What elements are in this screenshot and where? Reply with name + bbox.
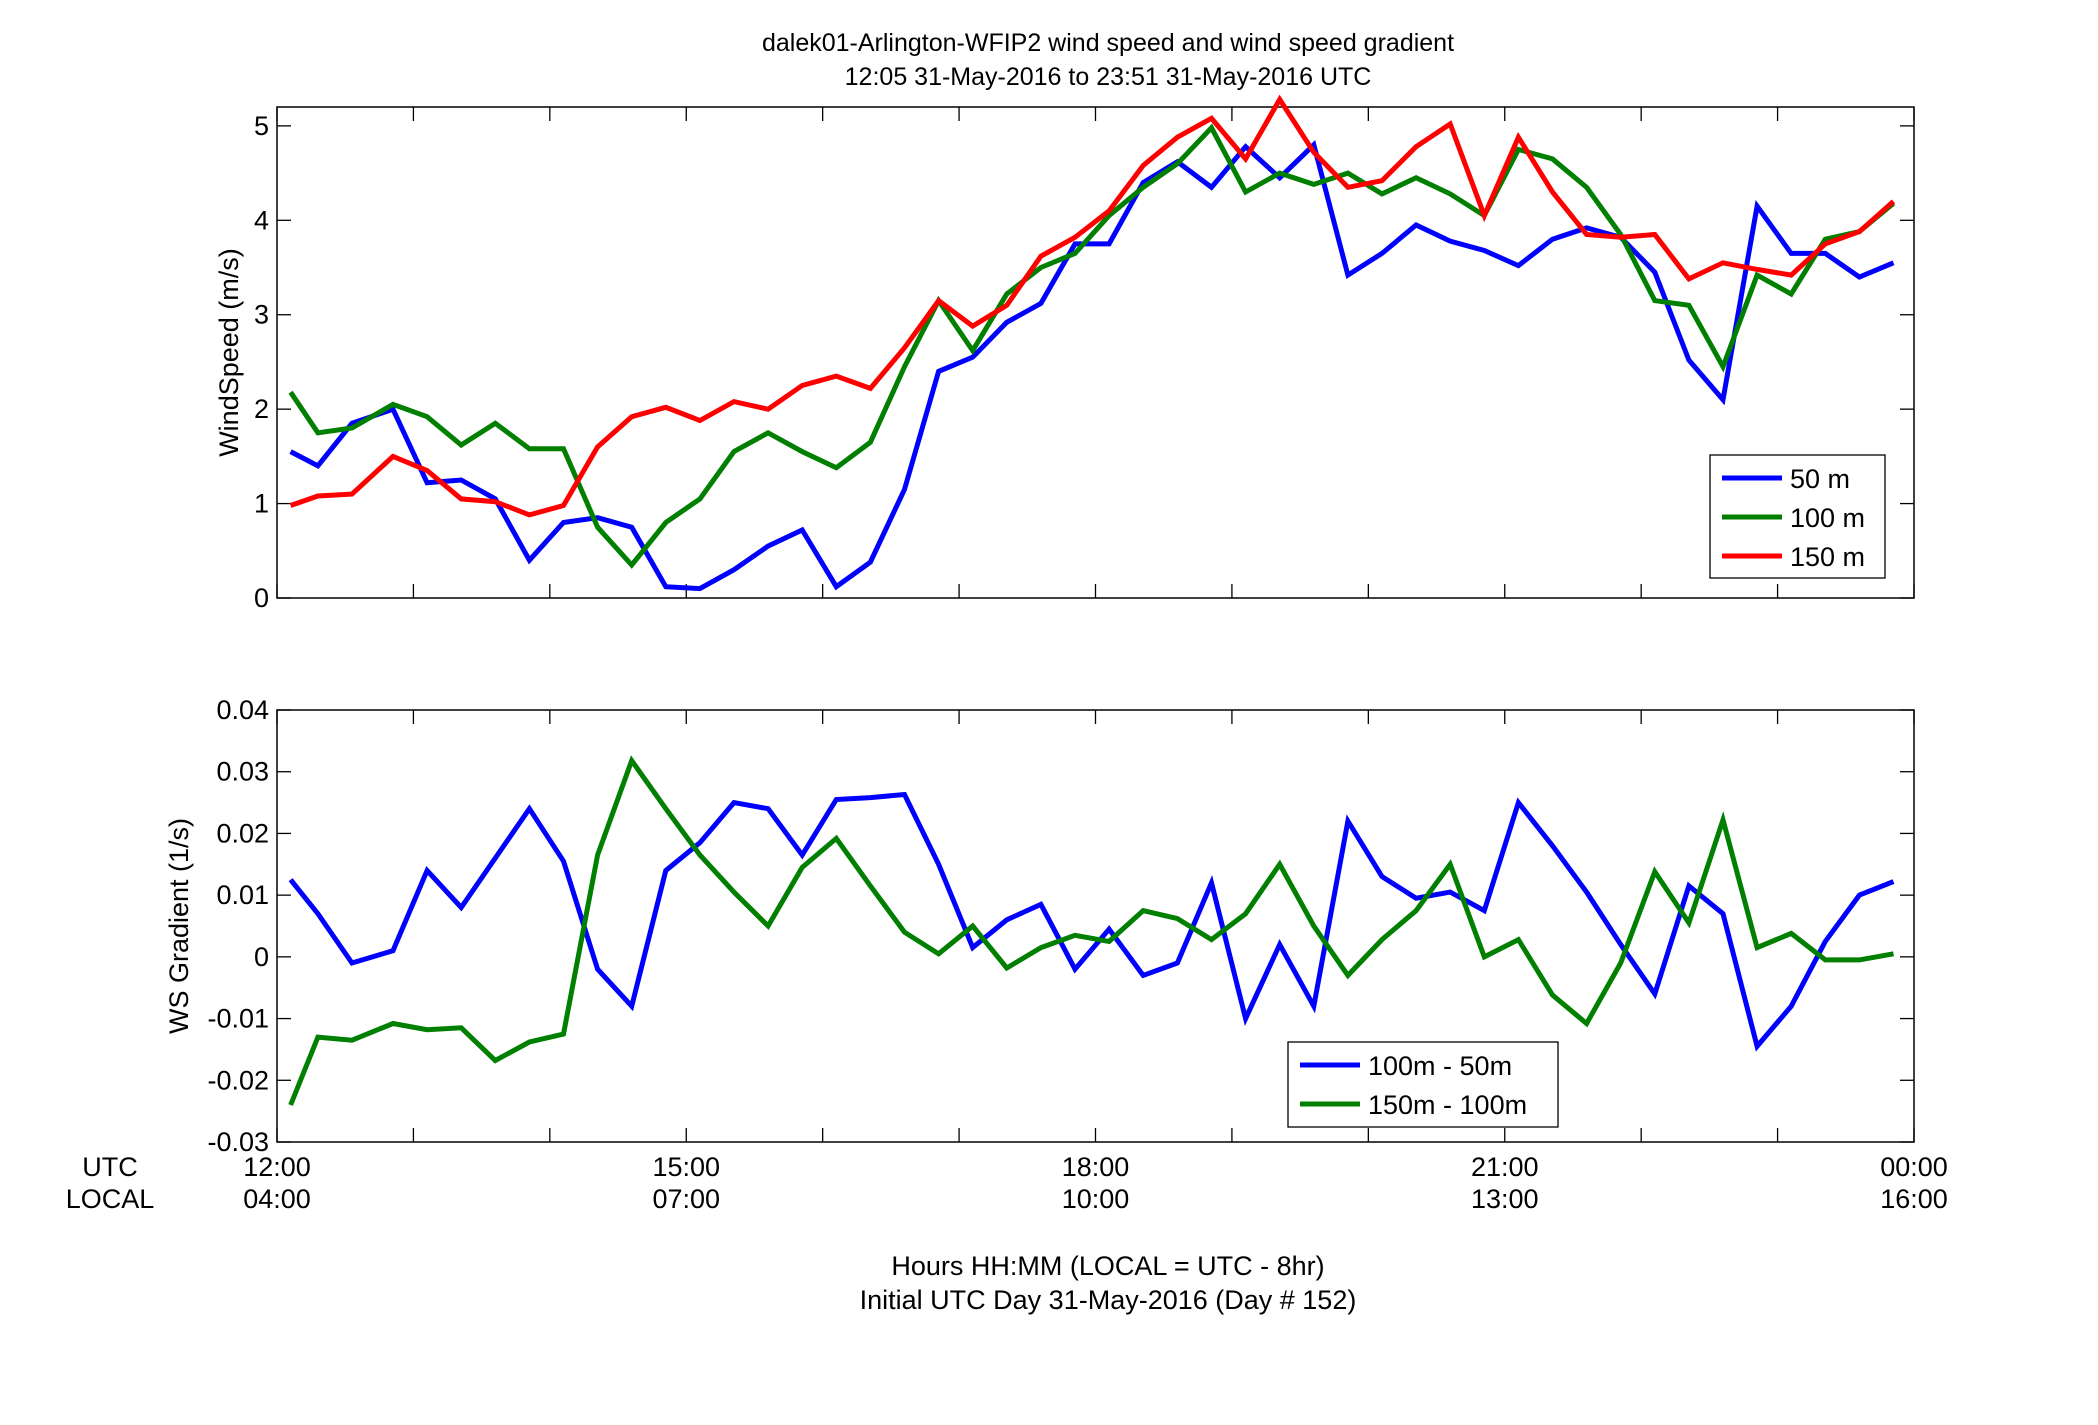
legend-entry-label: 100m - 50m [1368, 1051, 1512, 1081]
legend-entry-label: 150 m [1790, 542, 1865, 572]
x-tick-label-local: 04:00 [243, 1184, 311, 1214]
y-tick-label: 0 [254, 942, 269, 972]
legend-entry-label: 100 m [1790, 503, 1865, 533]
x-axis-caption-line2: Initial UTC Day 31-May-2016 (Day # 152) [860, 1285, 1357, 1315]
y-tick-label: 5 [254, 111, 269, 141]
ws-series-line-100-m [288, 123, 1896, 569]
y-tick-label: 0.03 [216, 757, 269, 787]
x-tick-label-utc: 12:00 [243, 1152, 311, 1182]
ws-gradient-panel: -0.03 -0.02 -0.01 0 0.01 0.02 0.03 0.04 WS Gradi… [164, 695, 1915, 1157]
local-row-label: LOCAL [66, 1184, 155, 1214]
y-tick-label: 0.01 [216, 880, 269, 910]
y-tick-label: 2 [254, 394, 269, 424]
x-tick-label-local: 10:00 [1062, 1184, 1130, 1214]
grad-series-line-150m-100m [288, 755, 1894, 1106]
utc-row-label: UTC [82, 1152, 138, 1182]
chart-title-line2: 12:05 31-May-2016 to 23:51 31-May-2016 U… [845, 63, 1372, 91]
y-tick-label: 4 [254, 205, 269, 235]
x-tick-label-utc: 18:00 [1062, 1152, 1130, 1182]
y-tick-label: -0.02 [207, 1065, 269, 1095]
y-tick-label: -0.03 [207, 1127, 269, 1157]
x-tick-label-utc: 21:00 [1471, 1152, 1539, 1182]
x-tick-label-local: 07:00 [652, 1184, 720, 1214]
legend-box [1287, 1041, 1559, 1128]
legend-entry-label: 150m - 100m [1368, 1090, 1527, 1120]
y-tick-label: 3 [254, 300, 269, 330]
x-tick-label-local: 16:00 [1880, 1184, 1948, 1214]
x-axis-caption-line1: Hours HH:MM (LOCAL = UTC - 8hr) [891, 1251, 1324, 1281]
y-tick-label: 1 [254, 489, 269, 519]
y-tick-label: 0 [254, 583, 269, 613]
x-tick-label-utc: 15:00 [652, 1152, 720, 1182]
ws-series-line-150-m [289, 94, 1896, 518]
x-tick-label-utc: 00:00 [1880, 1152, 1948, 1182]
y-tick-label: 0.02 [216, 818, 269, 848]
y-tick-label: -0.01 [207, 1004, 269, 1034]
x-tick-label-local: 13:00 [1471, 1184, 1539, 1214]
y-axis-label: WindSpeed (m/s) [214, 248, 244, 457]
y-tick-label: 0.04 [216, 695, 269, 725]
y-axis-label: WS Gradient (1/s) [164, 818, 194, 1034]
chart-title-line1: dalek01-Arlington-WFIP2 wind speed and w… [762, 29, 1454, 57]
legend-entry-label: 50 m [1790, 464, 1850, 494]
windspeed-panel: 0 1 2 3 4 5 WindSpeed (m/s) 50 m 100 m 150 m [214, 94, 1915, 613]
